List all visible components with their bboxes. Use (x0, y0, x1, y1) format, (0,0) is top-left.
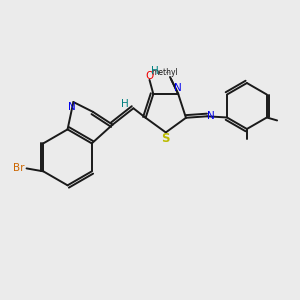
Text: N: N (207, 111, 214, 121)
Text: H: H (121, 99, 129, 109)
Text: N: N (174, 82, 182, 93)
Text: N: N (68, 102, 76, 112)
Text: O: O (146, 71, 154, 81)
Text: H: H (151, 65, 158, 76)
Text: S: S (161, 132, 170, 145)
Text: Br: Br (13, 164, 25, 173)
Text: methyl: methyl (166, 72, 171, 73)
Text: methyl: methyl (151, 68, 178, 77)
